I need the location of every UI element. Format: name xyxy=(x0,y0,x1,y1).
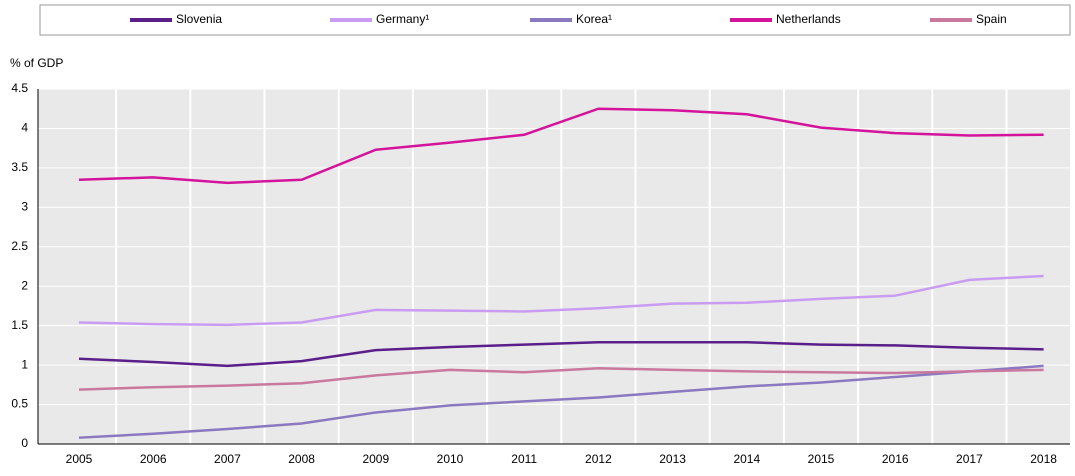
legend-label: Netherlands xyxy=(776,12,841,26)
y-tick-label: 0.5 xyxy=(11,397,28,411)
series-line xyxy=(78,367,1044,391)
y-tick-label: 4.5 xyxy=(11,81,28,95)
x-tick-label: 2013 xyxy=(659,452,686,466)
plot-area xyxy=(38,89,1070,444)
x-tick-label: 2012 xyxy=(585,452,612,466)
x-tick-label: 2006 xyxy=(140,452,167,466)
y-tick-label: 3 xyxy=(21,200,28,214)
x-tick-label: 2015 xyxy=(808,452,835,466)
x-tick-label: 2014 xyxy=(733,452,760,466)
legend-label: Germany¹ xyxy=(376,12,429,26)
x-tick-label: 2018 xyxy=(1030,452,1057,466)
y-tick-label: 4 xyxy=(21,121,28,135)
series-line xyxy=(78,107,1044,185)
y-tick-label: 1.5 xyxy=(11,318,28,332)
y-tick-label: 1 xyxy=(21,357,28,371)
y-tick-label: 0 xyxy=(21,436,28,450)
x-tick-label: 2005 xyxy=(66,452,93,466)
legend-label: Korea¹ xyxy=(576,12,612,26)
x-tick-label: 2010 xyxy=(437,452,464,466)
legend-label: Spain xyxy=(976,12,1007,26)
x-tick-label: 2009 xyxy=(362,452,389,466)
series-line xyxy=(78,364,1044,439)
x-tick-label: 2011 xyxy=(511,452,537,466)
series-line xyxy=(78,340,1044,368)
legend-label: Slovenia xyxy=(176,12,222,26)
series-line xyxy=(78,274,1044,327)
y-tick-label: 2.5 xyxy=(11,239,28,253)
x-tick-label: 2017 xyxy=(956,452,983,466)
x-tick-label: 2008 xyxy=(288,452,315,466)
x-tick-label: 2016 xyxy=(882,452,909,466)
x-tick-label: 2007 xyxy=(214,452,241,466)
y-axis-label: % of GDP xyxy=(10,56,63,70)
y-tick-label: 3.5 xyxy=(11,160,28,174)
y-tick-label: 2 xyxy=(21,278,28,292)
